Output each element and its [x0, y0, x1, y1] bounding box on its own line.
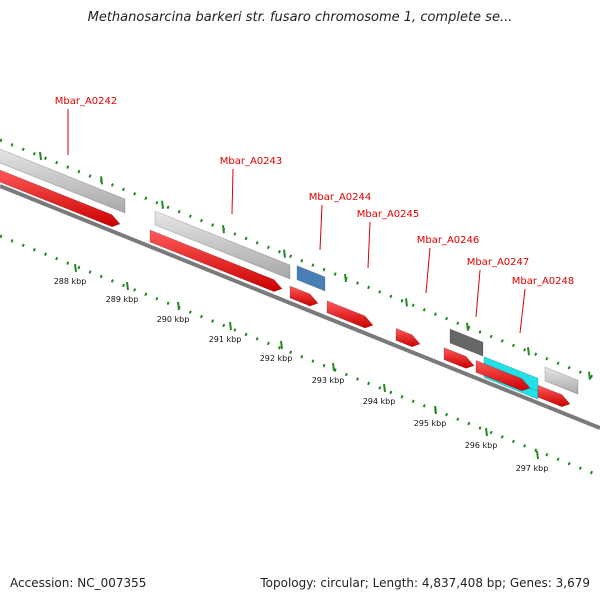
tick-label: 295 kbp [414, 419, 447, 428]
gene-label[interactable]: Mbar_A0245 [357, 209, 420, 220]
outer-major-tick [222, 225, 225, 234]
gene-leader-line [425, 247, 431, 294]
tick-label: 296 kbp [465, 441, 498, 450]
gene-feature-2[interactable] [154, 210, 291, 280]
gene-leader-line [319, 204, 323, 251]
tick-label: 288 kbp [54, 277, 87, 286]
gene-leader-line [367, 221, 371, 269]
inner-major-tick [74, 263, 77, 273]
other-feature-4[interactable] [449, 328, 484, 357]
cds-feature-8[interactable] [537, 384, 571, 408]
inner-major-tick [229, 321, 232, 331]
gene-label[interactable]: Mbar_A0247 [467, 257, 530, 268]
chromosome-backbone [0, 184, 600, 430]
cds-feature-6[interactable] [443, 347, 475, 369]
cds-feature-3[interactable] [289, 285, 319, 307]
inner-major-tick [280, 340, 283, 350]
cds-feature-4[interactable] [326, 300, 374, 329]
tick-label: 297 kbp [516, 464, 549, 473]
genome-summary-label: Topology: circular; Length: 4,837,408 bp… [260, 576, 590, 590]
inner-major-tick [383, 383, 386, 393]
inner-major-tick [536, 450, 539, 460]
gene-feature-1[interactable] [0, 147, 126, 214]
outer-major-tick [344, 273, 347, 283]
gene-label[interactable]: Mbar_A0242 [55, 96, 118, 107]
gene-label[interactable]: Mbar_A0243 [220, 156, 283, 167]
cds-feature-2[interactable] [149, 229, 283, 292]
cds-feature-7[interactable] [475, 359, 531, 392]
gene-leader-line [475, 269, 481, 318]
outer-major-tick [588, 371, 591, 380]
outer-major-tick [527, 347, 530, 356]
outer-major-tick [100, 176, 103, 185]
map-title: Methanosarcina barkeri str. fusaro chrom… [87, 10, 513, 25]
outer-major-tick [283, 249, 286, 258]
outer-major-tick [161, 200, 164, 209]
tick-label: 293 kbp [312, 376, 345, 385]
gene-label[interactable]: Mbar_A0244 [309, 192, 372, 203]
tick-label: 291 kbp [209, 335, 242, 344]
inner-major-tick [485, 427, 488, 437]
inner-major-tick [126, 281, 129, 291]
cds-feature-1[interactable] [0, 168, 121, 228]
gene-label[interactable]: Mbar_A0248 [512, 276, 575, 287]
gene-leader-line [231, 168, 234, 215]
tick-label: 292 kbp [260, 354, 293, 363]
accession-label: Accession: NC_007355 [10, 576, 147, 590]
outer-major-tick [39, 151, 42, 161]
gene-label[interactable]: Mbar_A0246 [417, 235, 480, 246]
gene-feature-6[interactable] [544, 366, 579, 395]
inner-major-tick [434, 405, 437, 415]
inner-major-tick [177, 301, 180, 311]
outer-major-tick [405, 298, 408, 307]
cds-feature-5[interactable] [395, 327, 421, 348]
outer-major-tick [466, 322, 469, 331]
gene-leader-line [519, 288, 526, 334]
tick-label: 289 kbp [106, 295, 139, 304]
tick-label: 290 kbp [157, 315, 190, 324]
inner-major-tick [332, 362, 335, 372]
tick-label: 294 kbp [363, 397, 396, 406]
other-feature-3[interactable] [296, 265, 326, 292]
